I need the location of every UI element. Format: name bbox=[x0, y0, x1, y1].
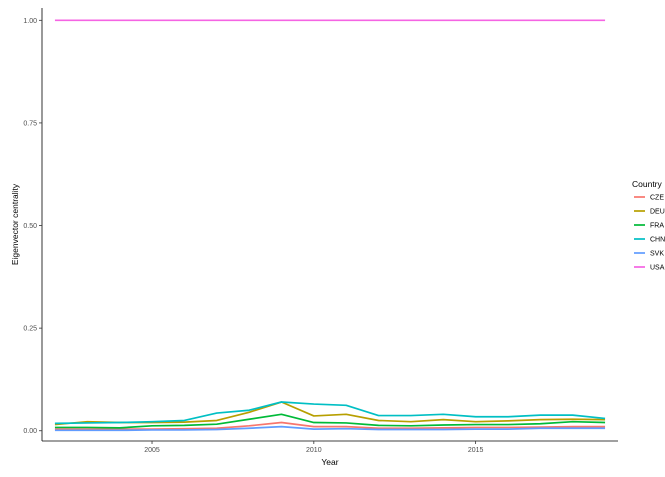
axes bbox=[41, 8, 618, 442]
legend-label-usa: USA bbox=[650, 265, 665, 272]
legend-items: CZE DEU FRA CHN SVK USA bbox=[634, 195, 665, 272]
series-line-chn bbox=[54, 401, 606, 425]
y-axis-ticks: 0.00 0.25 0.50 0.75 1.00 bbox=[23, 18, 42, 435]
x-tick-label: 2005 bbox=[144, 447, 160, 454]
y-tick-label: 1.00 bbox=[23, 18, 37, 25]
legend-label-cze: CZE bbox=[650, 195, 664, 202]
x-tick-label: 2010 bbox=[306, 447, 322, 454]
y-tick-label: 0.00 bbox=[23, 428, 37, 435]
legend-label-chn: CHN bbox=[650, 237, 665, 244]
x-axis-title: Year bbox=[321, 457, 338, 467]
series-line-cze bbox=[54, 421, 606, 430]
x-tick-label: 2015 bbox=[468, 447, 484, 454]
legend: Country CZE DEU FRA CHN SVK USA bbox=[632, 179, 665, 272]
x-axis-ticks: 2005 2010 2015 bbox=[144, 441, 484, 454]
y-tick-label: 0.75 bbox=[23, 120, 37, 127]
y-tick-label: 0.50 bbox=[23, 223, 37, 230]
plot-area bbox=[54, 19, 606, 432]
y-axis-title: Eigenvector centrality bbox=[10, 183, 20, 265]
series-line-svk bbox=[54, 425, 606, 432]
legend-label-svk: SVK bbox=[650, 251, 664, 258]
series-line-fra bbox=[54, 413, 606, 429]
legend-title: Country bbox=[632, 179, 663, 189]
legend-label-fra: FRA bbox=[650, 223, 664, 230]
legend-label-deu: DEU bbox=[650, 209, 665, 216]
y-tick-label: 0.25 bbox=[23, 326, 37, 333]
